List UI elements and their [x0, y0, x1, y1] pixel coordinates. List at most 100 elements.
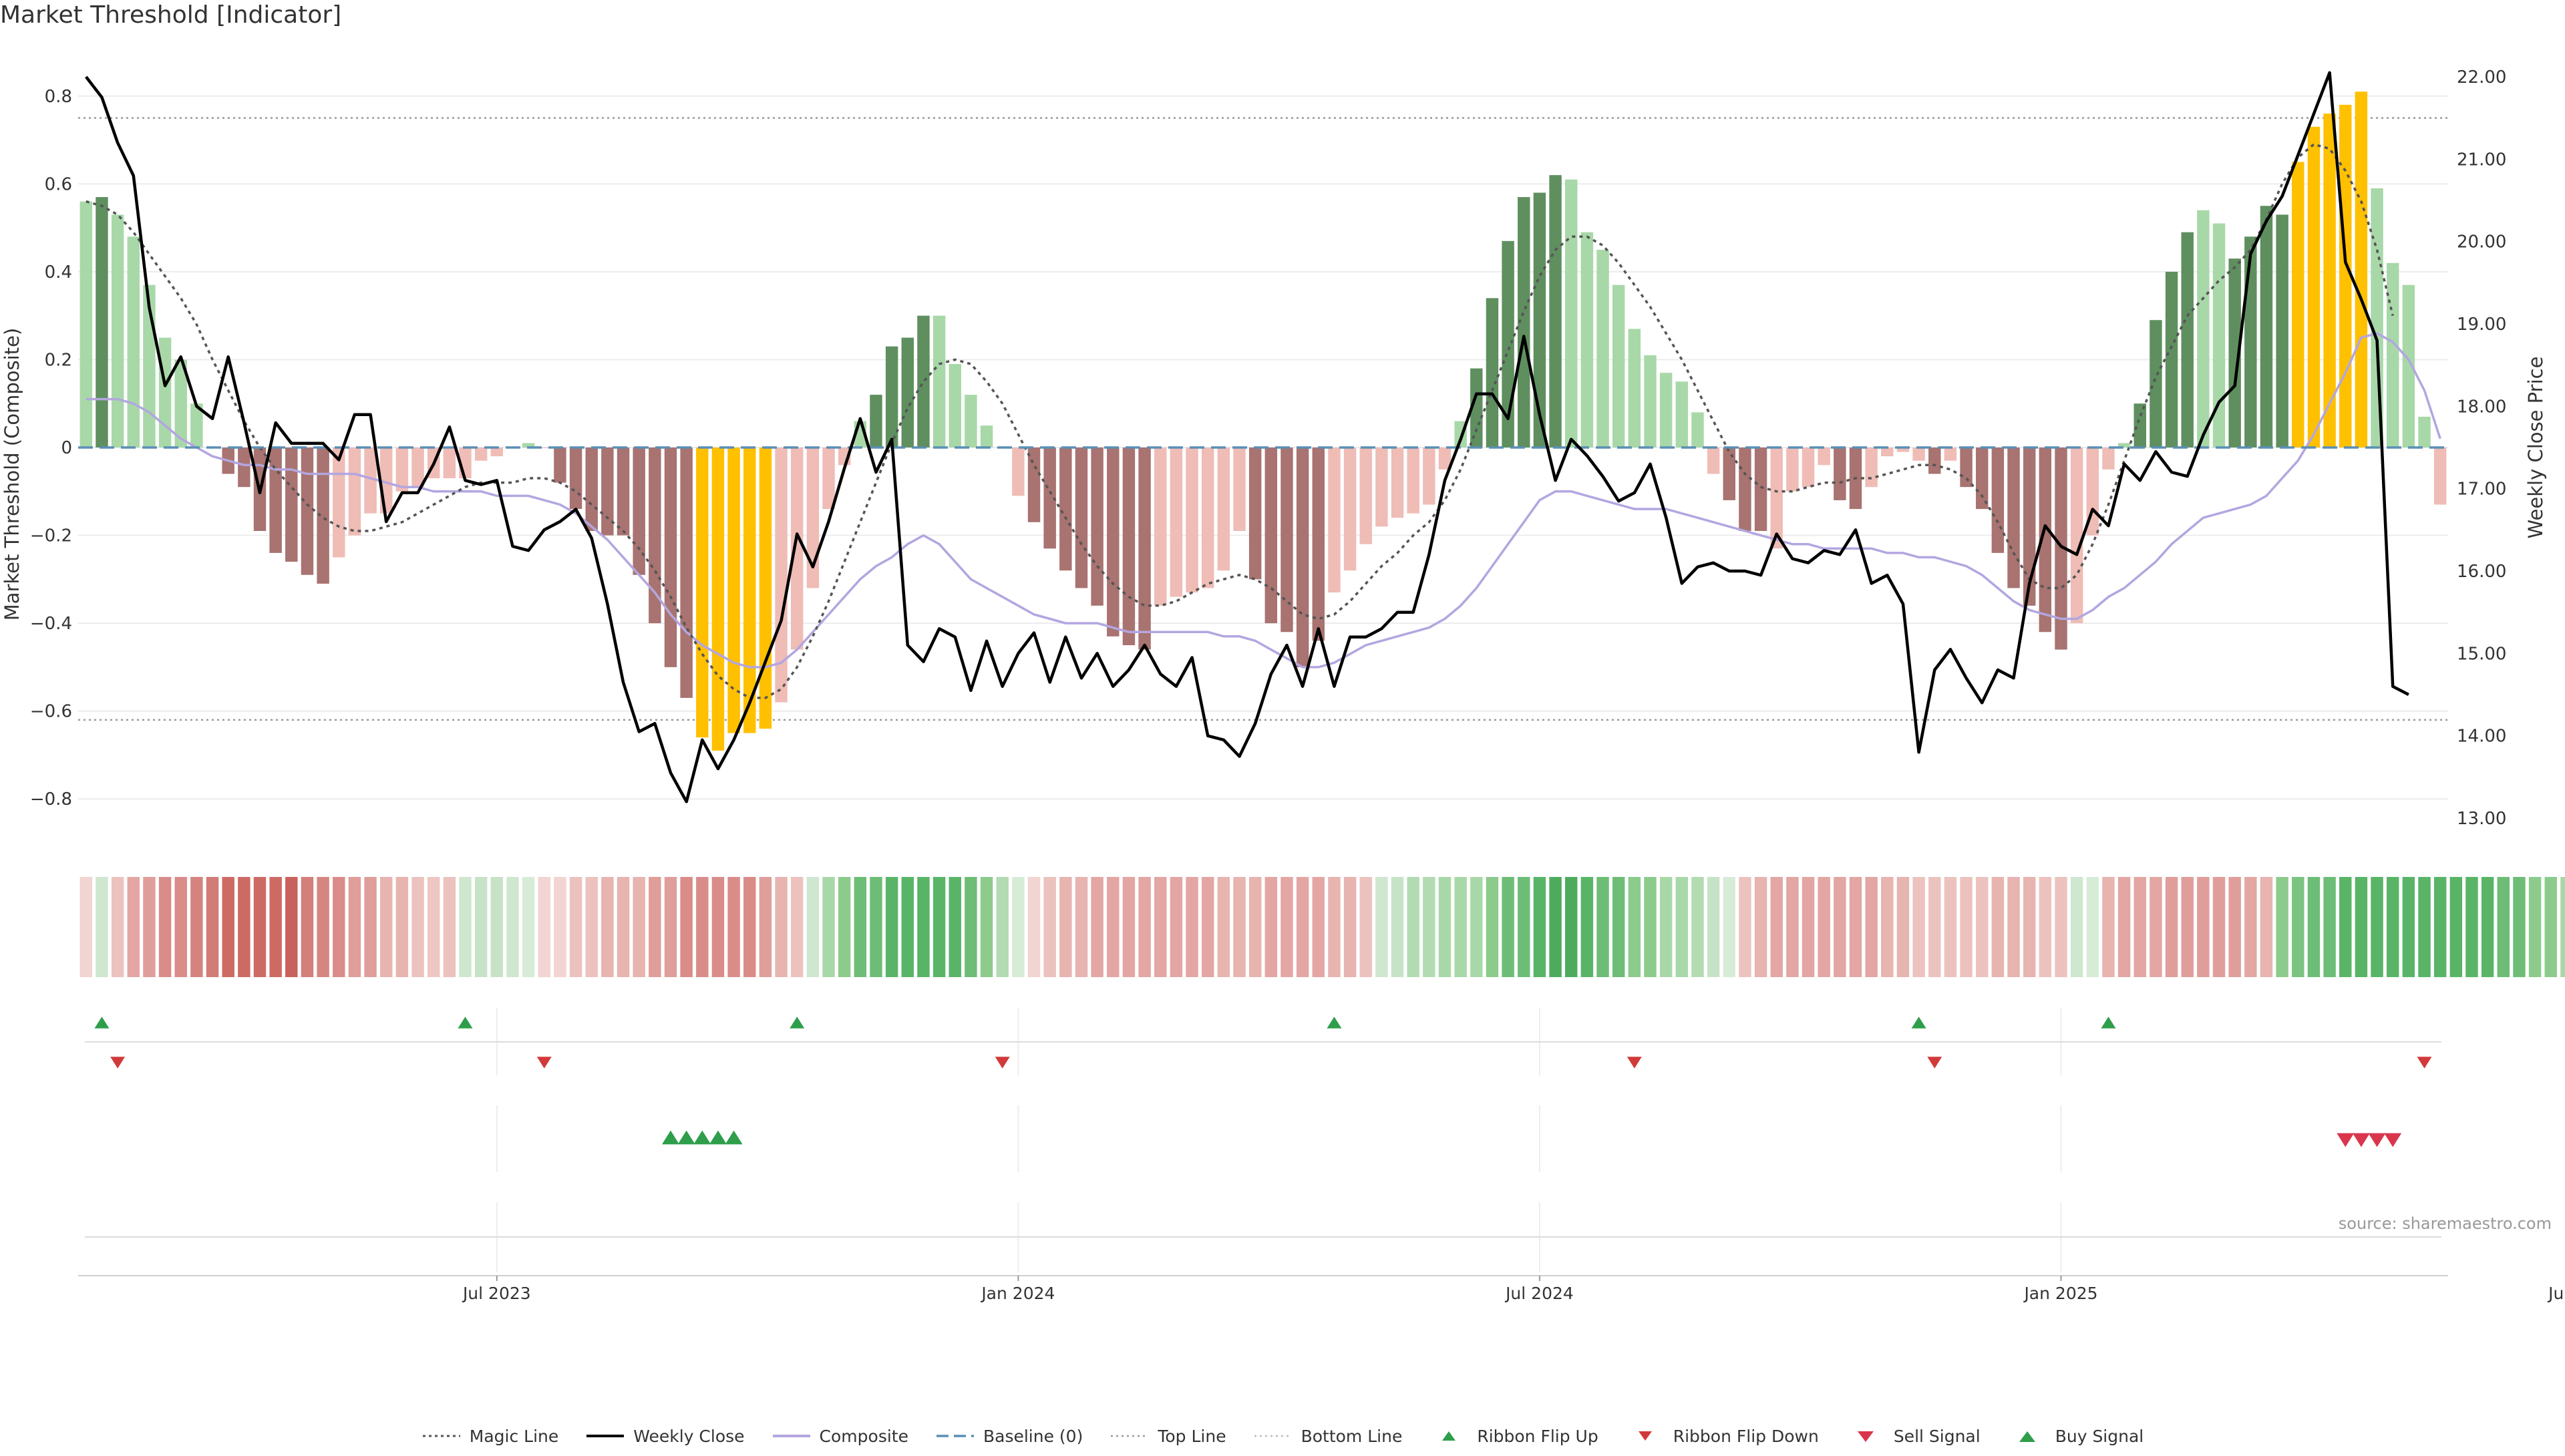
- ribbon-cell: [474, 877, 488, 977]
- ribbon-flip-up-marker: [1327, 1017, 1342, 1029]
- composite-bar: [364, 447, 377, 514]
- composite-bar: [711, 447, 725, 751]
- ribbon-cell: [901, 877, 914, 977]
- ribbon-cell: [1723, 877, 1735, 977]
- composite-bar: [490, 447, 504, 457]
- ribbon-cell: [2402, 877, 2415, 977]
- composite-bar: [1834, 447, 1846, 500]
- ribbon-cell: [791, 877, 804, 977]
- composite-bar: [1596, 250, 1609, 447]
- ribbon-cell: [759, 877, 772, 977]
- ribbon-cell: [2260, 877, 2273, 977]
- ribbon-cell: [854, 877, 867, 977]
- y2-tick-label: 20.00: [2457, 232, 2506, 252]
- composite-bar: [1786, 447, 1799, 492]
- grid-layer: [78, 95, 2448, 800]
- y2-axis-label: Weekly Close Price: [2524, 357, 2547, 539]
- ribbon-cell: [269, 877, 282, 977]
- ribbon-cell: [1896, 877, 1910, 977]
- composite-bar: [1059, 447, 1072, 571]
- ribbon-flip-down-marker: [110, 1057, 126, 1069]
- ribbon-cell: [1912, 877, 1925, 977]
- composite-bar: [238, 447, 250, 488]
- y2-tick-label: 18.00: [2457, 397, 2506, 417]
- ribbon-cell: [1201, 877, 1214, 977]
- ribbon-cell: [1754, 877, 1767, 977]
- ribbon-cell: [806, 877, 820, 977]
- ribbon-cell: [427, 877, 440, 977]
- magic-line: [86, 143, 2394, 699]
- ribbon-cell: [2544, 877, 2557, 977]
- composite-bar: [1312, 447, 1325, 641]
- y2-tick-label: 13.00: [2457, 809, 2506, 829]
- composite-bar: [1960, 447, 1973, 488]
- ribbon-cell: [569, 877, 582, 977]
- signal-panels: [85, 1009, 2441, 1272]
- composite-bar: [158, 337, 172, 447]
- chart-title: Market Threshold [Indicator]: [0, 1, 342, 29]
- ribbon-cell: [1107, 877, 1120, 977]
- ribbon-cell: [1248, 877, 1262, 977]
- composite-bar: [949, 364, 961, 447]
- ribbon-cell: [2023, 877, 2036, 977]
- ribbon-cell: [1580, 877, 1594, 977]
- composite-bar: [1675, 381, 1689, 447]
- composite-bar: [1991, 447, 2005, 553]
- ribbon-cell: [1312, 877, 1325, 977]
- ribbon-cell: [1802, 877, 1815, 977]
- ribbon-flip-up-marker: [790, 1017, 805, 1029]
- ribbon-cell: [2212, 877, 2226, 977]
- composite-bar: [901, 337, 914, 447]
- legend: Magic Line Weekly Close Composite Baseline …: [0, 1416, 2565, 1456]
- ribbon-cell: [2102, 877, 2115, 977]
- ribbon-cell: [2386, 877, 2399, 977]
- y-tick-label: 0.6: [45, 174, 72, 194]
- ribbon-cell: [443, 877, 456, 977]
- ribbon-cell: [1928, 877, 1941, 977]
- ribbon-cell: [2117, 877, 2131, 977]
- ribbon-cell: [2465, 877, 2478, 977]
- ribbon-cell: [2276, 877, 2288, 977]
- composite-line-icon: [772, 1429, 812, 1443]
- composite-bar: [791, 447, 804, 650]
- composite-bar: [1470, 368, 1483, 447]
- y-tick-label: 0.4: [45, 262, 72, 283]
- legend-label: Baseline (0): [983, 1426, 1083, 1446]
- composite-bar: [2228, 258, 2241, 447]
- composite-bar: [1217, 447, 1230, 571]
- ribbon-cell: [1944, 877, 1957, 977]
- y2-tick-label: 21.00: [2457, 150, 2506, 170]
- composite-bar: [649, 447, 661, 624]
- composite-bar: [806, 447, 820, 588]
- composite-bar: [333, 447, 345, 558]
- composite-bar: [395, 447, 409, 492]
- ribbon-cell: [411, 877, 424, 977]
- ribbon-cell: [174, 877, 187, 977]
- ribbon-cell: [1739, 877, 1751, 977]
- composite-bar: [1359, 447, 1372, 544]
- composite-bar: [1818, 447, 1830, 466]
- composite-bar: [111, 214, 124, 447]
- composite-bar: [585, 447, 598, 531]
- buy-signal-marker: [709, 1130, 727, 1145]
- weekly-close-line: [85, 71, 2409, 803]
- composite-bar: [664, 447, 677, 667]
- ribbon-flip-down-marker: [1927, 1057, 1942, 1069]
- reference-lines: [78, 117, 2448, 721]
- ribbon-cell: [2086, 877, 2099, 977]
- ribbon-cell: [1502, 877, 1514, 977]
- composite-bar: [1707, 447, 1720, 474]
- composite-bar: [1533, 192, 1546, 447]
- legend-item: Ribbon Flip Up: [1429, 1427, 1598, 1446]
- composite-bar: [2102, 447, 2115, 470]
- y2-tick-label: 22.00: [2457, 67, 2506, 87]
- x-axis: Jul 2023 Jan 2024 Jul 2024 Jan 2025 Jul 2025: [78, 1275, 2565, 1303]
- source-note: source: sharemaestro.com: [2338, 1214, 2552, 1233]
- y-tick-label: 0.2: [45, 350, 72, 370]
- ribbon-cell: [980, 877, 993, 977]
- ribbon-cell: [2449, 877, 2463, 977]
- ribbon-cell: [711, 877, 725, 977]
- y2-tick-label: 14.00: [2457, 727, 2506, 747]
- ribbon-cell: [2307, 877, 2321, 977]
- ribbon-strip: [79, 877, 2565, 977]
